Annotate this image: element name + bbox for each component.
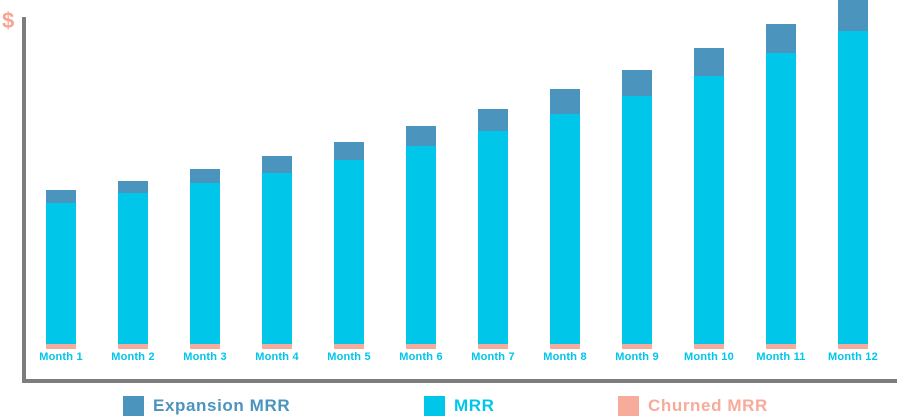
x-tick-label-month-8: Month 8 [543,351,587,363]
bar-month-2-segment-expansion-mrr [118,181,148,193]
bar-month-3-segment-expansion-mrr [190,169,220,183]
bar-month-10-segment-churned-mrr [694,344,724,349]
bar-month-4-segment-churned-mrr [262,344,292,349]
bar-month-9-segment-mrr [622,96,652,344]
bar-month-8-segment-churned-mrr [550,344,580,349]
legend-label-mrr: MRR [454,396,495,415]
bar-month-11-segment-mrr [766,53,796,344]
bar-month-5-segment-mrr [334,160,364,344]
bar-month-12-segment-expansion-mrr [838,0,868,31]
bar-month-2-segment-mrr [118,193,148,344]
bar-month-3 [190,169,220,349]
y-axis-dollar-label: $ [2,8,15,33]
bar-month-4 [262,156,292,349]
legend-label-expansion-mrr: Expansion MRR [153,396,291,415]
bar-month-11-segment-churned-mrr [766,344,796,349]
bar-month-8-segment-expansion-mrr [550,89,580,114]
bar-month-1-segment-mrr [46,203,76,344]
bar-month-6 [406,126,436,349]
bar-month-6-segment-mrr [406,146,436,344]
legend: Expansion MRR MRR Churned MRR [0,396,897,419]
bar-month-7 [478,109,508,349]
bar-month-9-segment-expansion-mrr [622,70,652,96]
bar-month-4-segment-mrr [262,173,292,344]
x-tick-label-month-9: Month 9 [615,351,659,363]
legend-swatch-expansion-mrr [123,396,144,416]
bar-month-7-segment-churned-mrr [478,344,508,349]
x-tick-label-month-2: Month 2 [111,351,155,363]
bar-month-8 [550,89,580,349]
bar-month-8-segment-mrr [550,114,580,344]
x-tick-label-month-6: Month 6 [399,351,443,363]
bar-month-10-segment-expansion-mrr [694,48,724,76]
x-tick-label-month-5: Month 5 [327,351,371,363]
bar-month-2 [118,181,148,349]
bar-month-1 [46,190,76,349]
legend-swatch-churned-mrr [618,396,639,416]
legend-swatch-mrr [424,396,445,416]
bar-month-10 [694,48,724,349]
bar-month-12-segment-churned-mrr [838,344,868,349]
legend-item-expansion-mrr: Expansion MRR [123,396,290,416]
bar-month-6-segment-expansion-mrr [406,126,436,146]
bar-month-2-segment-churned-mrr [118,344,148,349]
plot-area [46,0,868,349]
x-axis-labels: Month 1 Month 2 Month 3 Month 4 Month 5 Month… [0,351,897,367]
x-tick-label-month-1: Month 1 [39,351,83,363]
x-tick-label-month-11: Month 11 [756,351,806,363]
x-axis-line [22,379,897,383]
x-tick-label-month-12: Month 12 [828,351,878,363]
bar-month-10-segment-mrr [694,76,724,344]
bar-month-4-segment-expansion-mrr [262,156,292,173]
bar-month-11 [766,24,796,349]
legend-item-churned-mrr: Churned MRR [618,396,768,416]
x-tick-label-month-7: Month 7 [471,351,515,363]
bar-month-5-segment-churned-mrr [334,344,364,349]
x-tick-label-month-3: Month 3 [183,351,227,363]
y-axis-line [22,17,26,383]
bar-month-5-segment-expansion-mrr [334,142,364,160]
bar-month-1-segment-churned-mrr [46,344,76,349]
x-tick-label-month-10: Month 10 [684,351,734,363]
bar-month-3-segment-churned-mrr [190,344,220,349]
bar-month-12 [838,0,868,349]
bar-month-12-segment-mrr [838,31,868,344]
legend-item-mrr: MRR [424,396,495,416]
bar-month-3-segment-mrr [190,183,220,344]
x-tick-label-month-4: Month 4 [255,351,299,363]
bar-month-11-segment-expansion-mrr [766,24,796,53]
bar-month-9 [622,70,652,349]
bar-month-6-segment-churned-mrr [406,344,436,349]
bar-month-1-segment-expansion-mrr [46,190,76,203]
bar-month-7-segment-expansion-mrr [478,109,508,131]
bar-month-5 [334,142,364,349]
bar-month-7-segment-mrr [478,131,508,344]
legend-label-churned-mrr: Churned MRR [648,396,768,415]
bar-month-9-segment-churned-mrr [622,344,652,349]
